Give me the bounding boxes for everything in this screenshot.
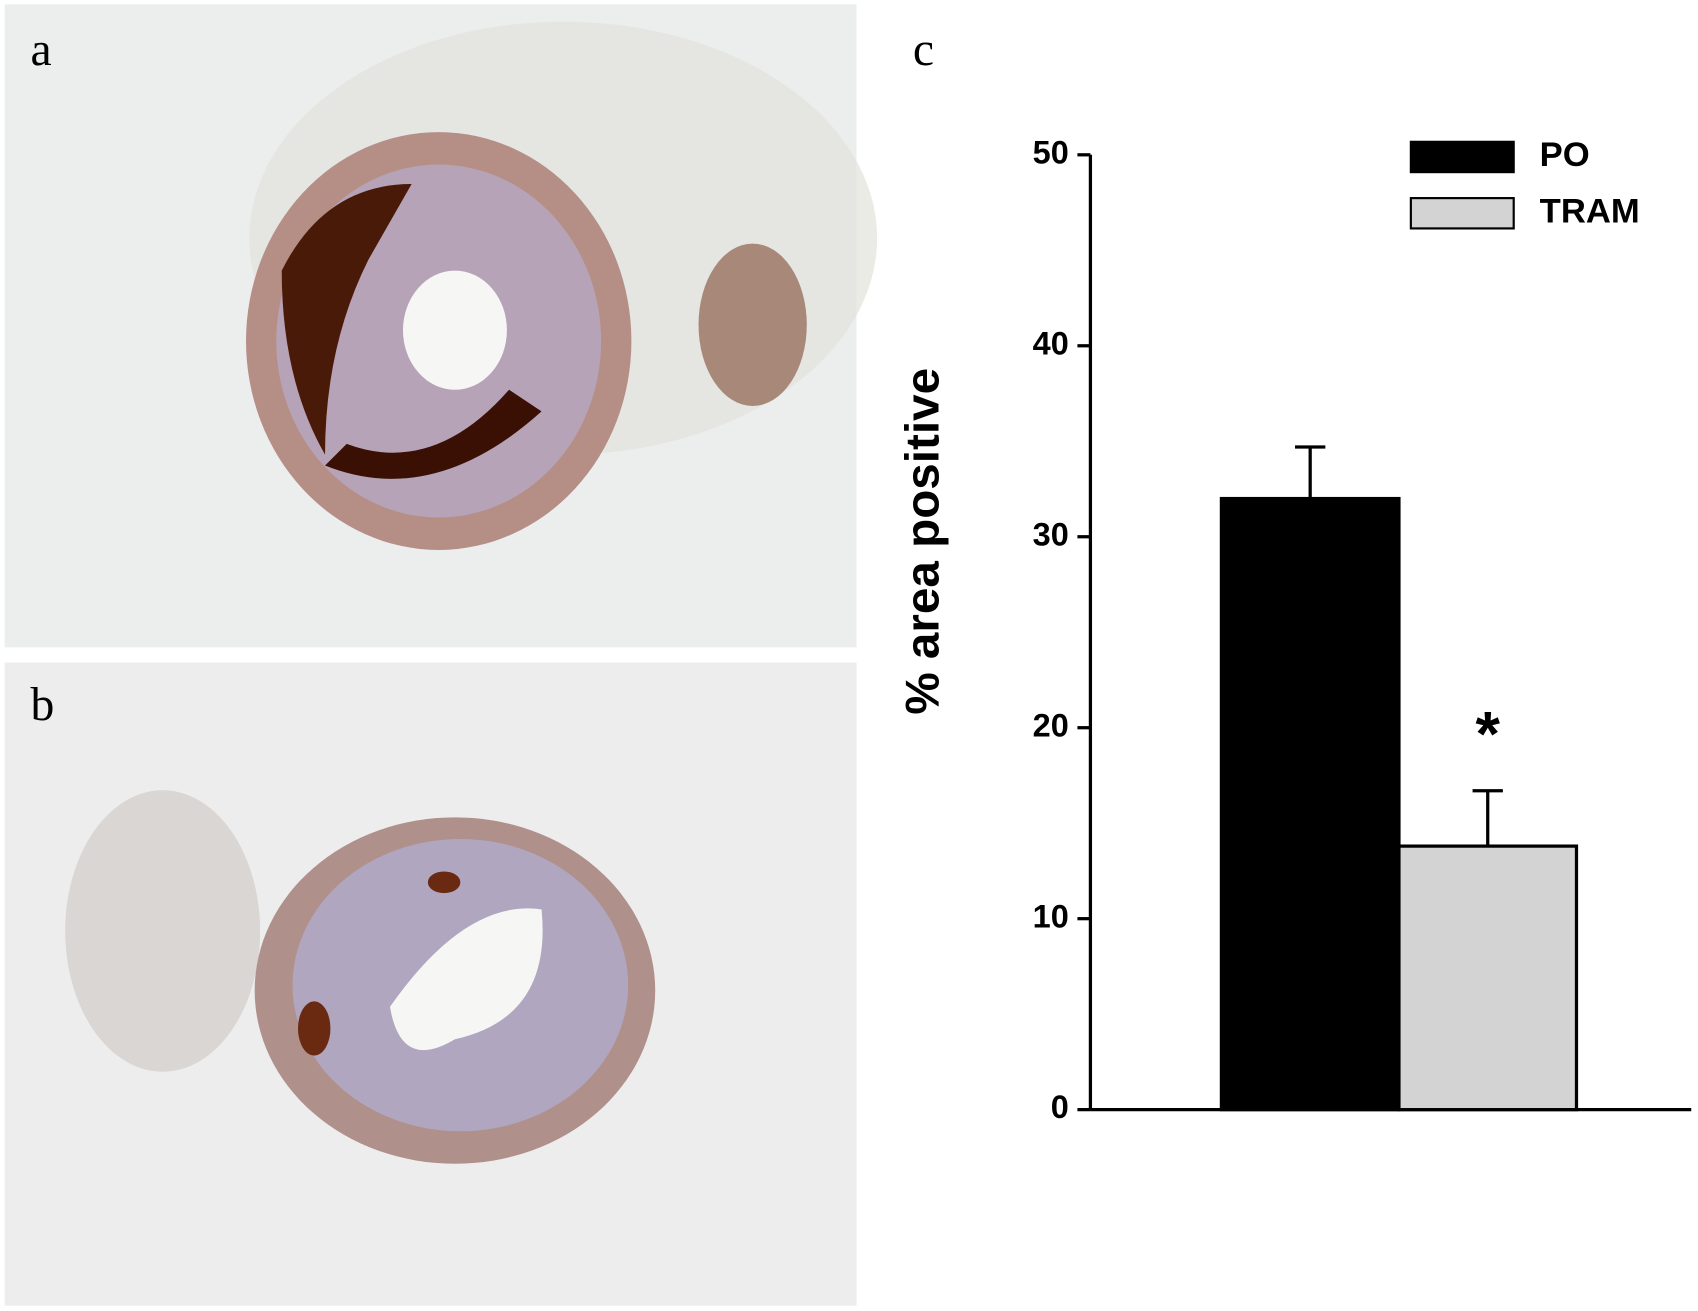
- y-axis-label: % area positive: [896, 368, 949, 715]
- annotation: *: [1476, 699, 1501, 769]
- legend-label: PO: [1540, 136, 1590, 174]
- legend-swatch: [1409, 197, 1515, 230]
- y-tick-label: 30: [1033, 516, 1069, 552]
- micrograph-a: [4, 4, 878, 648]
- panel-label: a: [31, 24, 52, 76]
- micrograph-b: [4, 662, 857, 1306]
- y-tick-label: 0: [1051, 1089, 1069, 1125]
- legend-label: TRAM: [1540, 192, 1640, 230]
- legend-swatch: [1409, 140, 1515, 174]
- y-tick-label: 20: [1033, 707, 1069, 743]
- y-tick-label: 50: [1033, 134, 1069, 170]
- y-tick-label: 40: [1033, 325, 1069, 361]
- panel-label: c: [913, 24, 934, 76]
- panel-label: b: [31, 679, 55, 731]
- bar: [1397, 844, 1579, 1112]
- y-tick-label: 10: [1033, 898, 1069, 934]
- bar: [1219, 496, 1401, 1112]
